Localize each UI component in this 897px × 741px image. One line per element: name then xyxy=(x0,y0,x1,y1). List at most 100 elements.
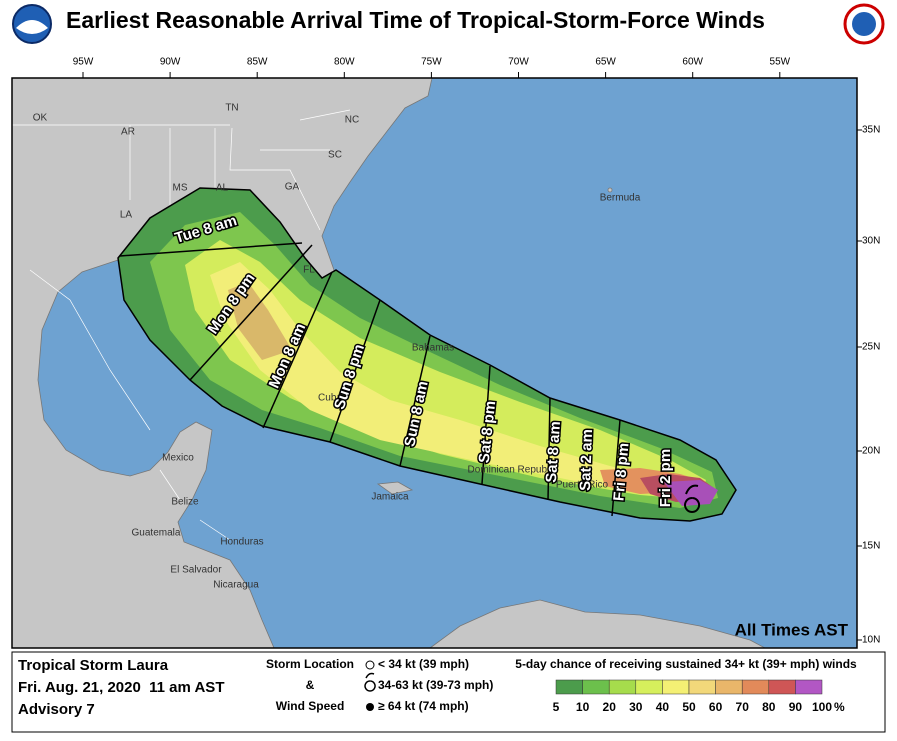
longitude-label: 75W xyxy=(421,57,442,68)
storm-name: Tropical Storm Laura xyxy=(18,657,169,674)
time-line xyxy=(329,299,381,443)
time-line xyxy=(189,244,313,381)
noaa-logo-bird xyxy=(16,20,48,34)
arrival-time-label: Sat 2 am xyxy=(577,429,596,491)
latitude-label: 35N xyxy=(862,125,880,136)
latitude-label: 30N xyxy=(862,236,880,247)
scale-swatch xyxy=(608,679,637,695)
arrival-time-label: Fri 2 pm xyxy=(657,449,674,507)
scale-swatch xyxy=(662,679,690,695)
advisory: Advisory 7 xyxy=(18,701,95,718)
place-label: FL xyxy=(303,265,315,276)
place-label: El Salvador xyxy=(170,565,222,576)
cone-band-100 xyxy=(664,480,718,506)
scale-label: 50 xyxy=(682,700,696,714)
place-label: TN xyxy=(225,103,238,114)
scale-swatch xyxy=(688,679,716,695)
place-label: SC xyxy=(328,150,342,161)
symbol-label: ≥ 64 kt (74 mph) xyxy=(378,699,469,713)
place-label: Guatemala xyxy=(132,528,181,539)
place-label: NC xyxy=(345,115,359,126)
place-label: AR xyxy=(121,127,135,138)
place-label: Nicaragua xyxy=(213,580,259,591)
scale-label: 40 xyxy=(656,700,670,714)
scale-label: 80 xyxy=(762,700,776,714)
country-lines xyxy=(29,269,231,541)
symbol-label: < 34 kt (39 mph) xyxy=(378,657,469,671)
time-line xyxy=(262,271,333,429)
symbol-heading: Wind Speed xyxy=(276,699,345,713)
scale-label: 100 xyxy=(812,700,832,714)
cone xyxy=(117,187,737,522)
place-label: GA xyxy=(285,182,300,193)
time-line xyxy=(547,397,551,501)
longitude-label: 60W xyxy=(682,57,703,68)
symbol-depression xyxy=(365,660,375,670)
place-label: OK xyxy=(33,113,48,124)
probability-scale: 5 10 20 30 40 50 60 70 80 90 100% xyxy=(553,679,845,714)
north-america xyxy=(11,77,433,649)
south-america xyxy=(428,599,766,649)
cone-band-40 xyxy=(210,262,660,492)
bermuda xyxy=(607,187,613,193)
symbol-heading: Storm Location xyxy=(266,657,354,671)
scale-swatch xyxy=(715,679,743,695)
map-frame xyxy=(11,77,858,649)
longitude-label: 85W xyxy=(247,57,268,68)
probability-title: 5-day chance of receiving sustained 34+ … xyxy=(515,657,857,671)
latitude-label: 15N xyxy=(862,541,880,552)
time-line xyxy=(399,335,431,467)
longitude-label: 55W xyxy=(770,57,791,68)
latitude-label: 10N xyxy=(862,635,880,646)
longitude-label: 65W xyxy=(595,57,616,68)
place-label: Puerto Rico xyxy=(556,480,609,491)
place-label: Dominican Republic xyxy=(468,465,557,476)
title: Earliest Reasonable Arrival Time of Trop… xyxy=(66,7,765,33)
longitude-label: 80W xyxy=(334,57,355,68)
scale-label: 60 xyxy=(709,700,723,714)
longitude-label: 90W xyxy=(160,57,181,68)
storm-symbol xyxy=(684,484,701,513)
time-line xyxy=(481,365,491,485)
longitude-label: 95W xyxy=(73,57,94,68)
time-line xyxy=(119,242,303,257)
scale-label: 70 xyxy=(736,700,750,714)
cone-band-30 xyxy=(185,240,706,500)
latitude-label: 20N xyxy=(862,446,880,457)
symbol-storm xyxy=(364,672,376,692)
place-label: Mexico xyxy=(162,453,194,464)
longitude-label: 70W xyxy=(508,57,529,68)
scale-swatch xyxy=(555,679,583,695)
place-label: Cuba xyxy=(318,393,342,404)
scale-swatch xyxy=(741,679,770,695)
symbol-heading: & xyxy=(306,678,315,692)
place-label: Bahamas xyxy=(412,343,454,354)
cone-band-50 xyxy=(228,282,292,360)
jamaica xyxy=(376,481,414,495)
nws-logo-center xyxy=(852,12,876,36)
scale-label: 5 xyxy=(553,700,560,714)
scale-swatch xyxy=(795,679,823,695)
symbol-label: 34-63 kt (39-73 mph) xyxy=(378,678,493,692)
time-lines xyxy=(119,242,621,517)
times-note: All Times AST xyxy=(735,620,849,639)
place-label: AL xyxy=(216,183,229,194)
scale-label: 90 xyxy=(789,700,803,714)
scale-swatch xyxy=(768,679,796,695)
place-label: LA xyxy=(120,210,133,221)
scale-label: 20 xyxy=(603,700,617,714)
latitude-label: 25N xyxy=(862,342,880,353)
scale-label: 30 xyxy=(629,700,643,714)
place-label: Honduras xyxy=(220,537,263,548)
place-label: Belize xyxy=(171,497,199,508)
place-label: Bermuda xyxy=(600,193,641,204)
scale-label: 10 xyxy=(576,700,590,714)
scale-swatch xyxy=(635,679,663,695)
issued: Fri. Aug. 21, 2020 11 am AST xyxy=(18,679,224,696)
time-line xyxy=(611,419,621,517)
place-label: MS xyxy=(173,183,188,194)
symbol-hurricane xyxy=(366,703,374,711)
scale-swatch xyxy=(582,679,610,695)
place-label: Jamaica xyxy=(371,492,409,503)
